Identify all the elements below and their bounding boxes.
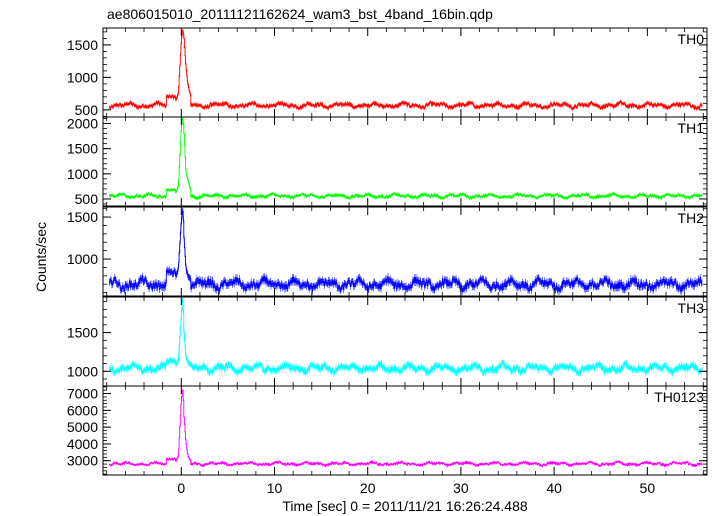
y-axis-label: Counts/sec <box>33 222 49 292</box>
y-tick-label: 6000 <box>67 402 98 418</box>
panel-th3: 1000 1500 TH3 <box>67 296 708 387</box>
series-line-th3 <box>109 299 703 375</box>
panel-th1: 500 1000 1500 2000 TH1 <box>67 116 708 207</box>
panel-label: TH3 <box>678 300 705 316</box>
y-tick-label: 500 <box>75 191 99 207</box>
x-axis-label: Time [sec] 0 = 2011/11/21 16:26:24.488 <box>282 498 528 514</box>
panel-label: TH1 <box>678 120 705 136</box>
panel-th0: 500 1000 1500 TH0 <box>67 27 708 118</box>
series-line-th2 <box>109 210 703 292</box>
y-tick-label: 1000 <box>67 69 98 85</box>
error-bars-th0 <box>109 29 703 111</box>
x-tick-label: 30 <box>453 480 469 496</box>
y-tick-label: 5000 <box>67 419 98 435</box>
y-tick-label: 500 <box>75 102 99 118</box>
y-tick-label: 1500 <box>67 325 98 341</box>
series-line-th0 <box>109 30 703 110</box>
panel-label: TH2 <box>678 210 705 226</box>
panel-label: TH0123 <box>654 389 704 405</box>
x-tick-label: 50 <box>640 480 656 496</box>
error-bars-th2 <box>109 208 703 295</box>
x-tick-label: 40 <box>546 480 562 496</box>
chart-title: ae806015010_20111121162624_wam3_bst_4ban… <box>107 6 493 22</box>
y-tick-label: 7000 <box>67 386 98 402</box>
panel-label: TH0 <box>678 31 705 47</box>
y-tick-label: 1000 <box>67 166 98 182</box>
series-line-th1 <box>109 118 703 200</box>
y-tick-label: 1500 <box>67 37 98 53</box>
y-tick-label: 1000 <box>67 363 98 379</box>
x-tick-label: 20 <box>360 480 376 496</box>
panel-th2: 1000 1500 TH2 <box>67 206 708 297</box>
y-tick-label: 2000 <box>67 116 98 132</box>
y-tick-label: 4000 <box>67 436 98 452</box>
y-tick-label: 3000 <box>67 453 98 469</box>
error-bars-th0123 <box>109 389 703 468</box>
error-bars-th1 <box>109 117 703 201</box>
y-tick-label: 1000 <box>67 251 98 267</box>
series-line-th0123 <box>109 389 703 467</box>
x-tick-label: 10 <box>267 480 283 496</box>
y-tick-label: 1500 <box>67 141 98 157</box>
x-tick-label: 0 <box>177 480 185 496</box>
y-tick-label: 1500 <box>67 209 98 225</box>
panel-frame <box>102 116 708 207</box>
